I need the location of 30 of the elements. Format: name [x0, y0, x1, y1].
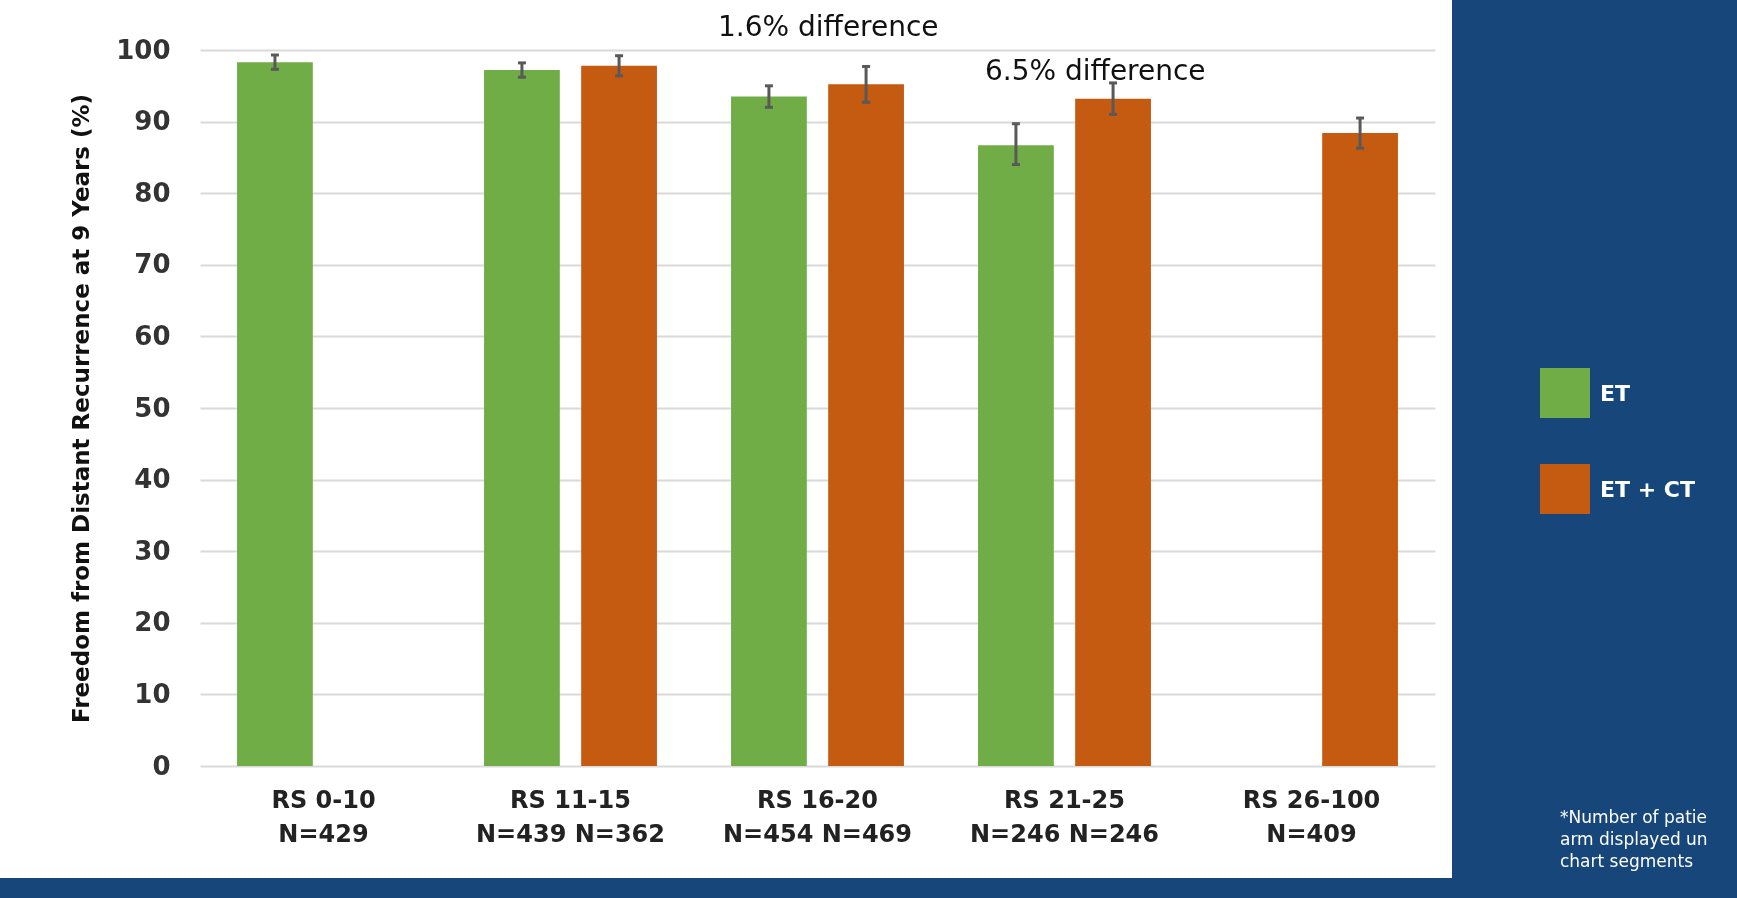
y-tick-label: 10: [134, 678, 171, 709]
bar: [581, 65, 657, 766]
bar: [731, 96, 807, 766]
y-tick-label: 50: [134, 392, 171, 423]
y-tick-label: 40: [134, 464, 171, 495]
bar: [484, 70, 560, 766]
y-tick-label: 30: [134, 535, 171, 566]
y-tick-label: 70: [134, 249, 171, 280]
x-tick-label: RS 16-20 N=454 N=469: [723, 785, 912, 848]
y-axis-title: Freedom from Distant Recurrence at 9 Years (%): [68, 93, 95, 724]
y-tick-label: 0: [152, 750, 171, 781]
bar: [1322, 133, 1398, 766]
y-tick-label: 20: [134, 607, 171, 638]
annotation: 6.5% difference: [985, 54, 1206, 87]
y-tick-label: 90: [134, 106, 171, 137]
bar: [1075, 98, 1151, 766]
x-tick-label: RS 11-15 N=439 N=362: [476, 785, 665, 848]
y-tick-label: 100: [116, 34, 171, 65]
bar: [978, 145, 1054, 766]
bar: [237, 62, 313, 766]
y-tick-label: 80: [134, 177, 171, 208]
x-tick-label: RS 26-100 N=409: [1242, 785, 1381, 848]
text: 1.6% difference: [718, 10, 939, 43]
bar: [828, 84, 904, 766]
x-tick-label: RS 0-10 N=429: [271, 785, 376, 848]
legend-label: ET + CT: [1600, 476, 1695, 502]
x-tick-label: RS 21-25 N=246 N=246: [970, 785, 1159, 848]
y-tick-label: 60: [134, 320, 171, 351]
legend-label: ET: [1600, 380, 1631, 406]
text: *Number of patie arm displayed un chart segments: [1560, 806, 1708, 872]
